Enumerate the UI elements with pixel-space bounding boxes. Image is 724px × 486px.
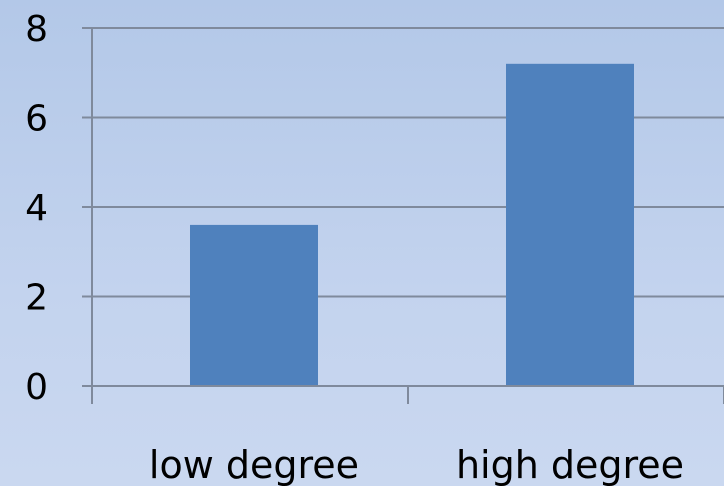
x-tick-labels: low degree high degree [149, 443, 684, 486]
y-tick-label: 0 [25, 367, 48, 408]
x-tick-label: low degree [149, 443, 359, 486]
y-tick-labels: 0 2 4 6 8 [25, 9, 48, 408]
bar-low-degree [190, 224, 318, 386]
y-tick-label: 8 [25, 9, 48, 50]
x-tick-label: high degree [456, 443, 684, 486]
y-tick-label: 4 [25, 188, 48, 229]
axes [91, 28, 724, 404]
bars [190, 63, 634, 387]
y-tick-label: 2 [25, 278, 48, 319]
y-tick-label: 6 [25, 99, 48, 140]
bar-high-degree [506, 63, 634, 387]
